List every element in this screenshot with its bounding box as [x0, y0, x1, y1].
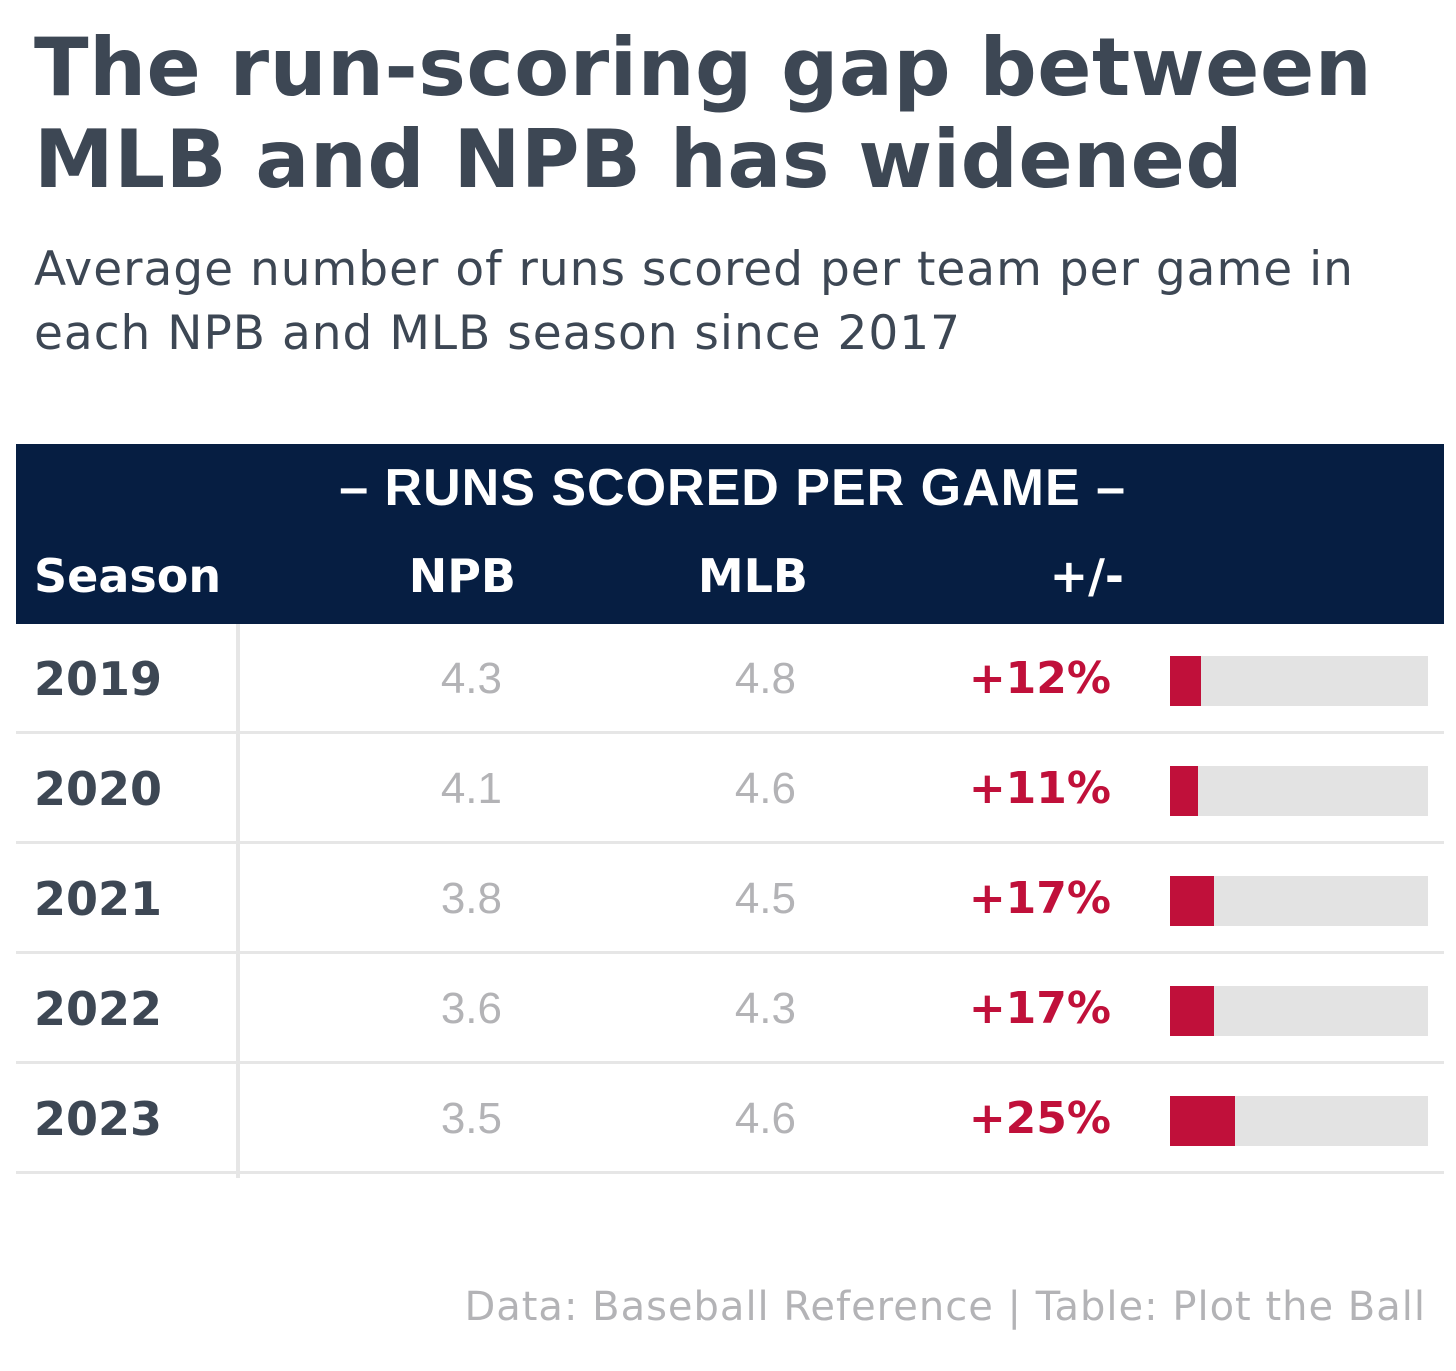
header-npb: NPB [408, 549, 516, 603]
diff-bar [1170, 876, 1214, 926]
npb-cell: 4.3 [440, 654, 502, 703]
header-diff: +/- [1049, 549, 1124, 603]
diff-bar [1170, 656, 1201, 706]
mlb-cell: 4.5 [734, 874, 796, 923]
season-cell: 2023 [34, 1092, 163, 1146]
source-credit: Data: Baseball Reference | Table: Plot t… [464, 1284, 1426, 1330]
season-cell: 2019 [34, 652, 163, 706]
season-cell: 2022 [34, 982, 163, 1036]
page-subtitle: Average number of runs scored per team p… [34, 242, 1354, 361]
npb-cell: 4.1 [440, 764, 502, 813]
diff-bar-track [1170, 766, 1428, 816]
table-row: 2020 4.1 4.6 +11% [16, 734, 1444, 844]
diff-bar [1170, 766, 1199, 816]
diff-cell: +11% [968, 763, 1111, 814]
runs-table: – RUNS SCORED PER GAME – Season NPB MLB … [16, 444, 1444, 1178]
table-row: 2023 3.5 4.6 +25% [16, 1064, 1444, 1174]
table-row: 2019 4.3 4.8 +12% [16, 624, 1444, 734]
table-body: 2019 4.3 4.8 +12% 2020 4.1 4.6 +11% 2021 3.8 4.5 +1… [16, 624, 1444, 1178]
npb-cell: 3.5 [440, 1094, 502, 1143]
table-row: 2021 3.8 4.5 +17% [16, 844, 1444, 954]
header-mlb: MLB [697, 549, 808, 603]
mlb-cell: 4.8 [734, 654, 796, 703]
diff-bar [1170, 986, 1214, 1036]
header-season: Season [34, 549, 222, 603]
column-divider [236, 624, 240, 1178]
table-header: – RUNS SCORED PER GAME – Season NPB MLB … [16, 444, 1444, 624]
diff-bar-track [1170, 876, 1428, 926]
diff-bar-track [1170, 656, 1428, 706]
npb-cell: 3.6 [440, 984, 502, 1033]
diff-cell: +17% [968, 983, 1111, 1034]
diff-bar-track [1170, 986, 1428, 1036]
diff-cell: +17% [968, 873, 1111, 924]
mlb-cell: 4.6 [734, 764, 796, 813]
diff-bar-track [1170, 1096, 1428, 1146]
season-cell: 2020 [34, 762, 163, 816]
table-row: 2022 3.6 4.3 +17% [16, 954, 1444, 1064]
diff-cell: +25% [968, 1093, 1111, 1144]
npb-cell: 3.8 [440, 874, 502, 923]
season-cell: 2021 [34, 872, 163, 926]
mlb-cell: 4.3 [734, 984, 796, 1033]
diff-bar [1170, 1096, 1235, 1146]
mlb-cell: 4.6 [734, 1094, 796, 1143]
page-title: The run-scoring gap between MLB and NPB … [34, 21, 1373, 206]
group-label: – RUNS SCORED PER GAME – [339, 459, 1126, 517]
diff-cell: +12% [968, 653, 1111, 704]
